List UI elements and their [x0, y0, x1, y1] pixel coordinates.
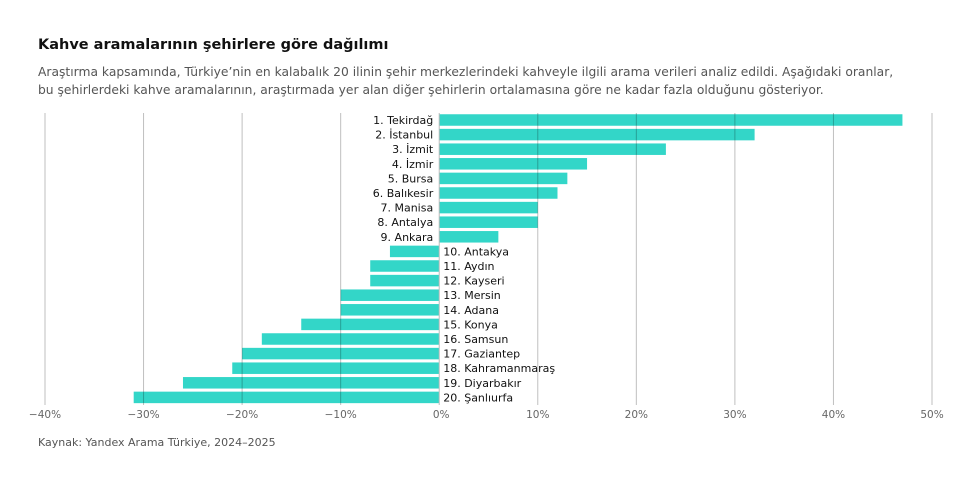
chart-title: Kahve aramalarının şehirlere göre dağılı…: [38, 37, 389, 53]
category-label: 13. Mersin: [443, 289, 501, 302]
category-label: 3. İzmit: [392, 143, 434, 156]
category-label: 8. Antalya: [377, 216, 433, 229]
category-label: 9. Ankara: [381, 231, 434, 244]
bar: [133, 391, 440, 404]
x-tick-label: 40%: [822, 409, 845, 421]
bar: [439, 143, 666, 155]
category-label: 6. Balıkesir: [373, 187, 434, 200]
category-label: 1. Tekirdağ: [373, 114, 433, 127]
category-label: 15. Konya: [443, 318, 498, 331]
category-label: 19. Diyarbakır: [443, 377, 521, 390]
chart-subtitle: Araştırma kapsamında, Türkiye’nin en kal…: [38, 64, 958, 99]
bar: [261, 333, 440, 345]
category-label: 18. Kahramanmaraş: [443, 362, 555, 375]
bar: [370, 274, 440, 287]
bar: [340, 289, 440, 301]
x-tick-label: −30%: [127, 409, 159, 421]
category-label: 5. Bursa: [388, 172, 434, 185]
category-label: 20. Şanlıurfa: [443, 391, 513, 404]
bar: [439, 187, 558, 199]
x-tick-label: 50%: [920, 409, 943, 421]
bar: [370, 260, 440, 272]
bar: [301, 318, 440, 331]
category-label: 2. İstanbul: [375, 129, 433, 142]
bar: [389, 245, 440, 258]
x-tick-label: 30%: [723, 409, 746, 421]
source-note: Kaynak: Yandex Arama Türkiye, 2024–2025: [38, 436, 276, 449]
subtitle-line: Araştırma kapsamında, Türkiye’nin en kal…: [38, 65, 894, 79]
x-tick-label: −20%: [226, 409, 258, 421]
bar: [242, 347, 440, 360]
bar: [439, 158, 588, 170]
bar: [439, 114, 903, 126]
x-tick-label: 10%: [526, 409, 549, 421]
bar: [232, 362, 440, 374]
category-label: 12. Kayseri: [443, 275, 504, 288]
subtitle-line: bu şehirlerdeki kahve aramalarının, araş…: [38, 82, 824, 97]
bar: [439, 216, 538, 228]
x-tick-label: −10%: [325, 409, 357, 421]
category-label: 17. Gaziantep: [443, 348, 520, 361]
bar: [439, 201, 538, 214]
bar: [340, 304, 440, 316]
category-label: 4. İzmir: [392, 158, 434, 171]
category-label: 7. Manisa: [380, 202, 433, 215]
bar: [182, 377, 440, 389]
category-label: 11. Aydın: [443, 260, 494, 273]
category-label: 10. Antakya: [443, 245, 509, 258]
bar: [439, 231, 499, 243]
x-tick-label: 0%: [433, 409, 450, 421]
bar: [439, 128, 755, 141]
category-label: 14. Adana: [443, 304, 499, 317]
category-label: 16. Samsun: [443, 333, 508, 346]
x-tick-label: 20%: [625, 409, 648, 421]
x-tick-label: −40%: [29, 409, 61, 421]
bar: [439, 172, 568, 185]
